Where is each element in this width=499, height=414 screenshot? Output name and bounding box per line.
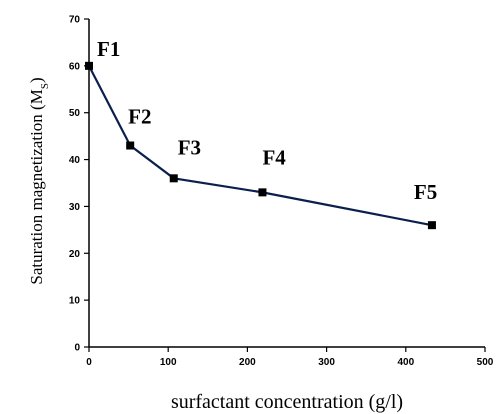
y-tick-label: 30: [69, 202, 81, 213]
plot-area: 0 10 20 30 40 50 60 70 0 100 200 300 400 500 F1 F2 F3 F4 F…: [69, 15, 494, 369]
series-line: [88, 65, 433, 227]
x-tick-label: 300: [318, 357, 335, 368]
point-label-f2: F2: [128, 105, 151, 129]
y-axis-title-subscript: S: [39, 83, 51, 89]
point-label-f4: F4: [262, 145, 286, 169]
y-tick-label: 60: [69, 61, 81, 72]
y-tick-label: 40: [69, 155, 81, 166]
x-tick-label: 400: [397, 357, 414, 368]
point-label-f5: F5: [414, 180, 437, 204]
y-tick-label: 10: [69, 296, 81, 307]
y-tick-label: 20: [69, 249, 81, 260]
x-tick-label: 0: [86, 357, 92, 368]
point-label-f3: F3: [178, 135, 201, 159]
x-tick-label: 500: [477, 357, 494, 368]
y-tick-label: 70: [69, 15, 81, 26]
data-point-marker: [427, 221, 436, 230]
y-tick-label: 0: [74, 343, 80, 354]
point-label-f1: F1: [97, 37, 120, 61]
y-axis-title: Saturation magnetization (MS): [27, 77, 51, 284]
x-tick-label: 200: [239, 357, 256, 368]
x-axis-title: surfactant concentration (g/l): [171, 391, 403, 413]
y-axis-title-main: Saturation magnetization (M: [27, 89, 46, 284]
y-tick-label: 50: [69, 108, 81, 119]
data-point-marker: [169, 174, 178, 183]
y-axis-title-close: ): [27, 77, 46, 83]
data-point-marker: [126, 141, 135, 150]
data-point-marker: [258, 188, 267, 197]
x-tick-label: 100: [160, 357, 177, 368]
svg-text:Saturation magnetization (MS): Saturation magnetization (MS): [27, 77, 51, 284]
data-point-marker: [85, 61, 93, 70]
